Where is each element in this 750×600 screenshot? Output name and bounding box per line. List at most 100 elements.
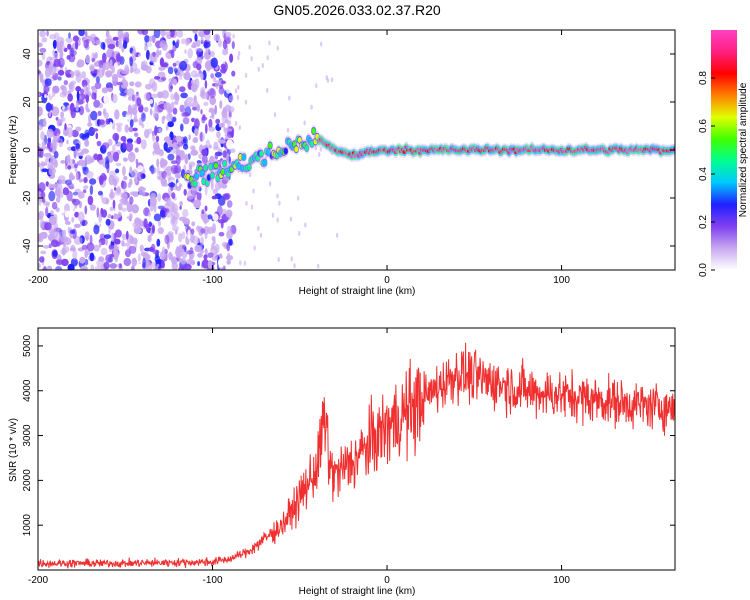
noise-speck [165,210,173,218]
noise-speck [90,33,97,39]
noise-speck [277,257,280,262]
noise-speck [208,126,216,132]
noise-speck [71,216,75,223]
noise-speck [132,127,138,132]
noise-speck [227,116,233,121]
noise-speck [42,197,46,203]
noise-speck [157,227,164,235]
noise-speck [115,168,120,174]
noise-speck [96,140,102,147]
noise-speck [134,147,139,153]
noise-speck [126,215,133,220]
noise-speck [83,85,87,94]
noise-speck [69,175,76,181]
noise-speck [319,146,322,152]
noise-speck [40,162,48,167]
noise-speck [43,84,49,95]
noise-speck [210,179,214,191]
noise-speck [204,205,208,212]
noise-speck [91,58,96,62]
noise-speck [40,131,45,141]
noise-speck [204,32,211,41]
noise-speck [203,101,209,106]
noise-speck [217,38,222,48]
noise-speck [75,40,79,50]
noise-speck [226,128,233,132]
noise-speck [160,30,166,38]
noise-speck [45,202,50,208]
noise-speck [67,43,72,50]
y-tick-label: 0 [22,147,33,153]
noise-speck [93,61,99,67]
noise-speck [149,108,153,116]
noise-speck [147,128,153,135]
noise-speck [162,115,166,120]
noise-speck [303,120,306,126]
noise-speck [46,30,49,37]
noise-speck [276,193,279,199]
noise-speck [195,39,201,47]
noise-speck [244,99,248,105]
trace-core [240,165,245,172]
noise-speck [314,145,317,151]
noise-speck [78,151,84,156]
noise-speck [155,50,160,58]
noise-speck [315,83,318,89]
noise-speck [207,260,213,269]
noise-speck [153,108,159,118]
noise-speck [63,80,68,86]
noise-speck [164,234,170,245]
noise-speck [91,92,97,100]
noise-speck [113,213,117,220]
noise-speck [170,93,175,101]
noise-speck [64,246,70,253]
trace-core [402,150,407,154]
noise-speck [101,209,108,218]
noise-speck [225,37,231,45]
noise-speck [39,72,44,83]
noise-speck [64,203,70,213]
noise-speck [121,207,127,212]
noise-speck [85,54,91,64]
noise-speck [297,195,300,201]
noise-speck [137,165,144,172]
noise-speck [171,216,176,225]
noise-speck [244,72,248,78]
noise-speck [45,102,52,112]
noise-speck [208,118,213,129]
noise-speck [128,245,137,254]
noise-speck [45,206,49,217]
noise-speck [122,157,128,162]
noise-speck [215,118,221,125]
noise-speck [114,238,121,245]
noise-speck [116,186,121,194]
noise-speck [54,188,61,197]
noise-speck [107,151,111,160]
noise-speck [52,250,58,257]
noise-speck [138,185,144,196]
noise-speck [112,151,120,162]
noise-speck [165,125,169,131]
noise-speck [66,127,74,138]
noise-speck [196,49,200,57]
x-tick-label: 100 [553,575,570,586]
noise-speck [181,111,190,118]
noise-speck [94,82,102,90]
noise-speck [213,141,219,150]
noise-speck [46,265,53,270]
noise-speck [163,102,172,111]
noise-speck [103,112,109,119]
noise-speck [234,121,238,126]
noise-speck [105,198,109,205]
noise-speck [106,49,112,58]
noise-speck [176,182,180,187]
noise-speck [105,218,111,226]
noise-speck [108,244,115,250]
noise-speck [109,206,114,212]
trace-core [208,163,213,170]
noise-speck [42,245,50,249]
noise-speck [253,245,256,251]
noise-speck [99,233,106,241]
colorbar-tick-label: 0.4 [698,167,709,181]
noise-speck [179,205,182,210]
